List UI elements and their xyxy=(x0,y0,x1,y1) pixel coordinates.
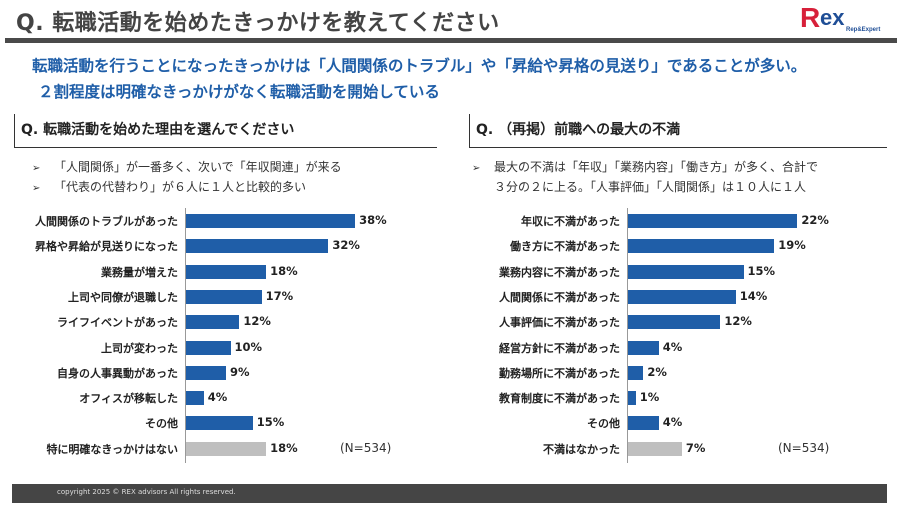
bar xyxy=(628,315,721,330)
bar xyxy=(186,239,329,254)
bar xyxy=(628,340,659,355)
bar xyxy=(628,289,736,304)
category-label: 上司が変わった xyxy=(101,341,178,355)
bullet-item: ３分の２に上る。「人事評価」「人間関係」は１０人に１人 xyxy=(494,180,807,194)
bar xyxy=(628,365,644,380)
bar xyxy=(628,441,682,456)
data-label: 4% xyxy=(662,339,683,354)
bar xyxy=(628,391,636,406)
data-label: 1% xyxy=(639,390,660,405)
header-divider xyxy=(5,38,897,43)
bar xyxy=(186,365,227,380)
sample-size-note: (N=534) xyxy=(778,440,830,455)
bar xyxy=(186,264,267,279)
category-label: 上司や同僚が退職した xyxy=(68,290,178,304)
arrowhead-icon: ➢ xyxy=(32,163,41,174)
bullet-item: ➢ 「代表の代替わり」が６人に１人と比較的多い xyxy=(32,178,342,198)
bullet-item: ➢ 「人間関係」が一番多く、次いで「年収関連」が来る xyxy=(32,158,342,178)
bar xyxy=(186,214,356,228)
right-section-heading: Q. （再掲）前職への最大の不満 xyxy=(469,114,887,148)
data-label: 12% xyxy=(243,314,271,329)
category-label: その他 xyxy=(587,417,620,431)
data-label: 15% xyxy=(747,263,776,278)
category-label: ライフイベントがあった xyxy=(57,316,178,330)
bar xyxy=(186,289,262,304)
data-label: 4% xyxy=(207,390,228,405)
bar xyxy=(628,214,798,228)
data-label: 2% xyxy=(647,364,667,379)
data-label: 22% xyxy=(801,213,829,227)
category-label: 特に明確なきっかけはない xyxy=(46,442,178,456)
chart-axis xyxy=(627,208,628,463)
copyright-text: copyright 2025 © REX advisors All rights… xyxy=(57,488,236,496)
left-section-heading: Q. 転職活動を始めた理由を選んでください xyxy=(14,114,437,148)
category-label: 人間関係のトラブルがあった xyxy=(35,215,178,228)
category-label: 働き方に不満があった xyxy=(510,240,620,254)
page-title: Q. 転職活動を始めたきっかけを教えてください xyxy=(16,11,500,36)
category-label: 教育制度に不満があった xyxy=(499,392,620,406)
category-label: 経営方針に不満があった xyxy=(499,341,620,355)
category-label: 人間関係に不満があった xyxy=(499,290,620,304)
bar xyxy=(186,416,253,431)
bar xyxy=(628,239,775,254)
category-label: 業務内容に不満があった xyxy=(499,265,620,279)
data-label: 12% xyxy=(724,314,752,329)
data-label: 14% xyxy=(739,288,768,303)
bar xyxy=(186,340,231,355)
bullet-item: ➢ 最大の不満は「年収」「業務内容」「働き方」が多く、合計で xyxy=(472,158,818,178)
data-label: 17% xyxy=(265,288,294,303)
lead-line-2: ２割程度は明確なきっかけがなく転職活動を開始している xyxy=(38,83,440,101)
arrowhead-icon: ➢ xyxy=(472,163,481,174)
bar xyxy=(186,391,204,406)
category-label: 年収に不満があった xyxy=(521,215,620,228)
data-label: 32% xyxy=(332,238,360,253)
bar xyxy=(186,315,240,330)
category-label: オフィスが移転した xyxy=(79,392,178,406)
data-label: 18% xyxy=(270,263,298,278)
data-label: 15% xyxy=(256,415,285,430)
category-label: 業務量が増えた xyxy=(101,265,178,279)
category-label: 昇格や昇給が見送りになった xyxy=(35,240,178,254)
right-bullets: ➢ 最大の不満は「年収」「業務内容」「働き方」が多く、合計で ３分の２に上る。「人… xyxy=(472,158,818,197)
data-label: 7% xyxy=(685,440,706,455)
bar xyxy=(186,441,267,456)
data-label: 4% xyxy=(662,415,683,430)
category-label: 自身の人事異動があった xyxy=(57,366,178,380)
bar xyxy=(628,416,659,431)
category-label: 勤務場所に不満があった xyxy=(499,366,620,380)
data-label: 10% xyxy=(234,339,263,354)
arrowhead-icon: ➢ xyxy=(32,183,41,194)
category-label: 不満はなかった xyxy=(543,442,620,456)
data-label: 9% xyxy=(230,364,250,379)
data-label: 38% xyxy=(359,213,387,227)
sample-size-note: (N=534) xyxy=(340,440,392,455)
data-label: 19% xyxy=(778,238,806,253)
category-label: その他 xyxy=(145,417,178,431)
category-label: 人事評価に不満があった xyxy=(499,316,620,330)
left-bullets: ➢ 「人間関係」が一番多く、次いで「年収関連」が来る ➢ 「代表の代替わり」が６人に… xyxy=(32,158,342,198)
data-label: 18% xyxy=(270,440,298,455)
lead-line-1: 転職活動を行うことになったきっかけは「人間関係のトラブル」や「昇給や昇格の見送り… xyxy=(32,57,807,75)
chart-axis xyxy=(185,208,186,463)
footer: copyright 2025 © REX advisors All rights… xyxy=(12,484,887,503)
bar xyxy=(628,264,744,279)
